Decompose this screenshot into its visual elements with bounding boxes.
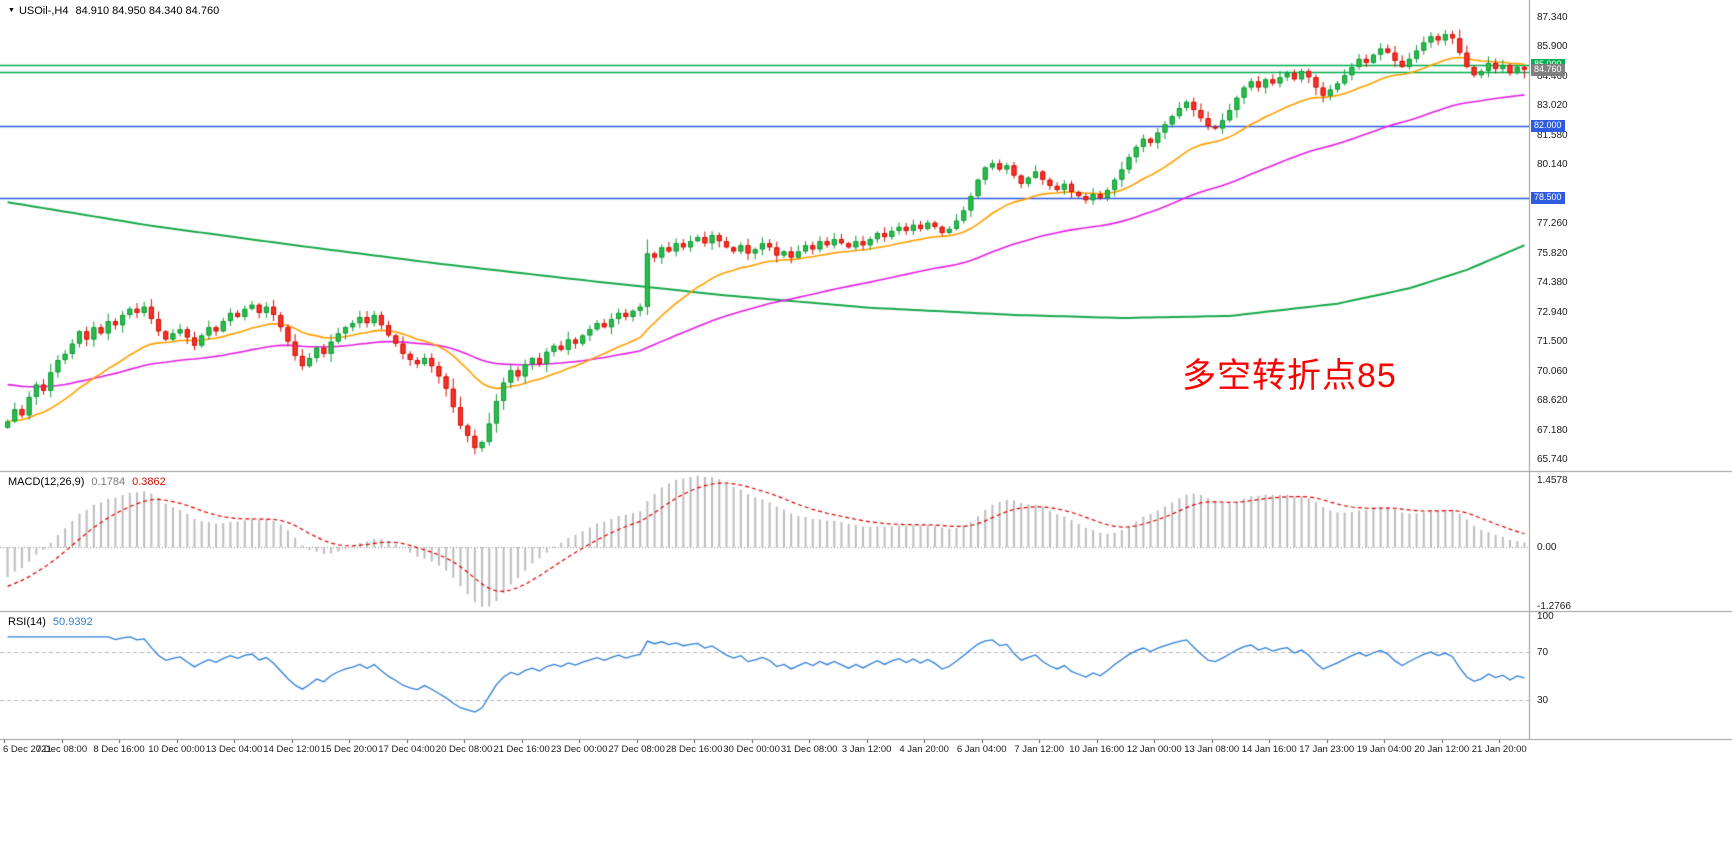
trading-chart-window: ▼ USOil-,H4 84.910 84.950 84.340 84.760 MA… — [0, 0, 1732, 841]
chart-canvas[interactable] — [0, 0, 1732, 841]
